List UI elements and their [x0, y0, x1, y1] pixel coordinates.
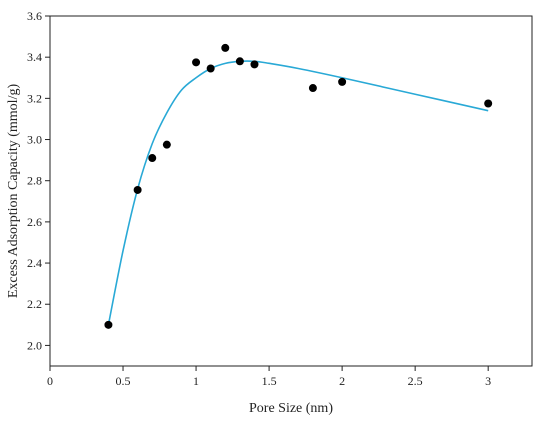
- x-tick-label: 0.5: [116, 374, 131, 388]
- data-point: [308, 84, 317, 93]
- x-axis-title: Pore Size (nm): [249, 401, 333, 416]
- y-tick-label: 2.6: [27, 215, 42, 229]
- data-point: [133, 185, 142, 194]
- data-point: [484, 99, 493, 108]
- data-point: [235, 57, 244, 66]
- data-point: [250, 60, 259, 69]
- data-point: [338, 77, 347, 86]
- x-tick-label: 3: [485, 374, 491, 388]
- x-tick-label: 0: [47, 374, 53, 388]
- data-point: [206, 64, 215, 73]
- fit-curve: [107, 60, 489, 325]
- y-tick-label: 2.0: [27, 338, 42, 352]
- y-axis-title: Excess Adsorption Capacity (mmol/g): [6, 84, 21, 299]
- data-point: [162, 140, 171, 149]
- y-tick-label: 2.8: [27, 174, 42, 188]
- plot-frame: [49, 15, 533, 367]
- y-tick-label: 3.4: [27, 50, 42, 64]
- y-tick-label: 3.2: [27, 91, 42, 105]
- x-tick-label: 2: [339, 374, 345, 388]
- data-point: [192, 58, 201, 67]
- y-tick-label: 3.6: [27, 9, 42, 23]
- x-tick-label: 2.5: [408, 374, 423, 388]
- y-tick-label: 2.2: [27, 297, 42, 311]
- y-tick-label: 3.0: [27, 133, 42, 147]
- x-tick-label: 1: [193, 374, 199, 388]
- ticks-layer: 0 0.5 1 1.5 2 2.5 3 2.0 2.2 2.4 2.6 2.8 3.0 3.2 3.4 3.6: [27, 9, 491, 388]
- x-tick-label: 1.5: [262, 374, 277, 388]
- points-layer: [104, 43, 493, 329]
- y-tick-label: 2.4: [27, 256, 42, 270]
- data-point: [148, 154, 157, 163]
- data-point: [221, 43, 230, 52]
- data-point: [104, 320, 113, 329]
- curve-layer: [107, 60, 489, 325]
